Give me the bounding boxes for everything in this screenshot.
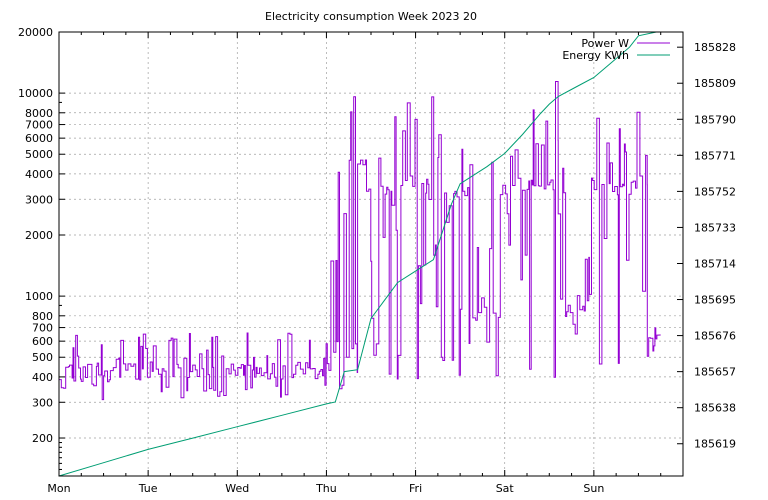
y-left-tick-label: 200	[32, 432, 53, 445]
legend: Power W Energy KWh	[562, 37, 670, 62]
y-left-tick-label: 800	[32, 310, 53, 323]
x-tick-label: Sun	[583, 482, 604, 495]
y-right-tick-label: 185752	[694, 185, 736, 198]
y-left-tick-label: 600	[32, 335, 53, 348]
chart-title: Electricity consumption Week 2023 20	[265, 10, 477, 23]
x-tick-label: Tue	[138, 482, 158, 495]
y-right-tick-label: 185828	[694, 41, 736, 54]
y-right-tick-label: 185619	[694, 438, 736, 451]
y-right-tick-label: 185771	[694, 149, 736, 162]
x-tick-label: Sat	[496, 482, 515, 495]
y-left-tick-label: 500	[32, 351, 53, 364]
energy-series	[58, 31, 657, 477]
y-left-tick-label: 300	[32, 396, 53, 409]
y-left-tick-label: 5000	[25, 148, 53, 161]
y-right-tick-label: 185809	[694, 77, 736, 90]
power-line	[58, 81, 661, 401]
y-left-tick-label: 4000	[25, 168, 53, 181]
y-left-tick-label: 1000	[25, 290, 53, 303]
y-right-tick-label: 185657	[694, 366, 736, 379]
y-right-tick-label: 185714	[694, 257, 736, 270]
x-tick-label: Fri	[409, 482, 422, 495]
y-left-tick-label: 700	[32, 322, 53, 335]
y-right-tick-label: 185638	[694, 402, 736, 415]
x-tick-label: Thu	[315, 482, 337, 495]
y-right-tick-label: 185676	[694, 330, 736, 343]
y-right-tick-label: 185733	[694, 221, 736, 234]
y-left-tick-label: 3000	[25, 193, 53, 206]
y-left-tick-label: 20000	[18, 26, 53, 39]
y-right-tick-label: 185695	[694, 294, 736, 307]
x-tick-label: Wed	[225, 482, 249, 495]
y-right-tick-label: 185790	[694, 113, 736, 126]
ticks: Mon Tue Wed Thu Fri Sat Sun2003004005006007008…	[18, 26, 736, 495]
y-left-tick-label: 7000	[25, 119, 53, 132]
y-left-tick-label: 2000	[25, 229, 53, 242]
power-series	[58, 81, 661, 401]
legend-label-energy: Energy KWh	[562, 49, 629, 62]
x-tick-label: Mon	[47, 482, 70, 495]
y-left-tick-label: 8000	[25, 107, 53, 120]
legend-label-power: Power W	[581, 37, 629, 50]
y-left-tick-label: 400	[32, 371, 53, 384]
energy-line	[58, 31, 657, 477]
y-left-tick-label: 10000	[18, 87, 53, 100]
y-left-tick-label: 6000	[25, 132, 53, 145]
